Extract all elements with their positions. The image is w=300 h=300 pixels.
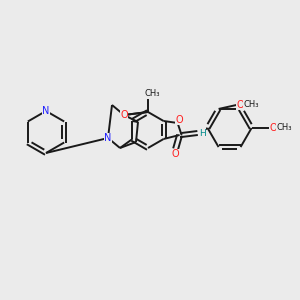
Text: CH₃: CH₃ xyxy=(244,100,259,109)
Text: O: O xyxy=(237,100,244,110)
Text: O: O xyxy=(270,123,278,133)
Text: CH₃: CH₃ xyxy=(277,124,292,133)
Text: O: O xyxy=(176,115,183,125)
Text: O: O xyxy=(172,149,179,159)
Text: N: N xyxy=(104,133,112,143)
Text: CH₃: CH₃ xyxy=(144,89,160,98)
Text: N: N xyxy=(42,106,50,116)
Text: O: O xyxy=(120,110,128,120)
Text: H: H xyxy=(199,128,206,137)
